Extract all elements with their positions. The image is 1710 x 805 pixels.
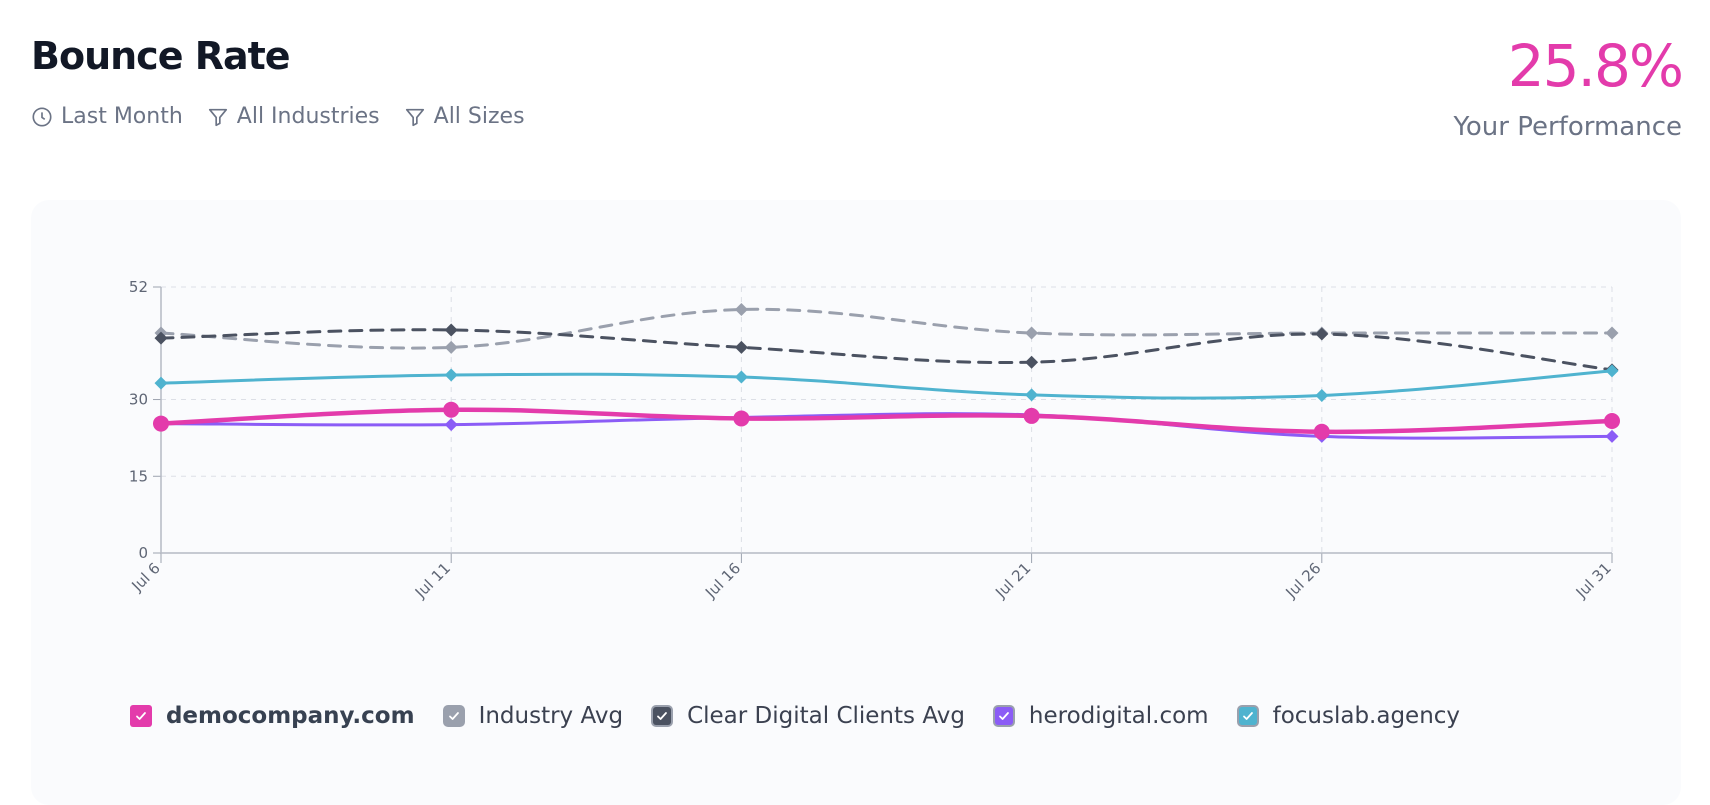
series-line-clear-digital-clients-avg [159,328,1614,372]
x-tick-label: Jul 31 [1572,559,1615,602]
chart-card [31,200,1681,805]
filter-label: All Industries [236,104,380,129]
data-point[interactable] [1025,355,1039,369]
filter-bar: Last Month All Industries All Sizes [31,104,525,129]
data-point[interactable] [444,418,458,432]
y-tick-label: 52 [129,278,148,296]
checkbox-icon[interactable] [651,705,674,727]
check-icon [653,707,672,725]
checkbox-icon[interactable] [1236,705,1259,727]
series-line-herodigital-com [159,412,1614,440]
data-point[interactable] [734,370,748,384]
data-point[interactable] [1315,388,1329,402]
performance-label: Your Performance [1453,112,1682,142]
series-line-industry-avg [159,307,1614,350]
legend-item[interactable]: Clear Digital Clients Avg [651,703,965,729]
legend-item[interactable]: democompany.com [129,703,415,729]
checkbox-icon[interactable] [442,705,465,727]
x-tick-label: Jul 26 [1282,559,1325,602]
series-line-democompany-com [158,407,1615,435]
legend-item[interactable]: Industry Avg [442,703,624,729]
data-point[interactable] [1025,388,1039,402]
page-title: Bounce Rate [31,34,291,78]
check-icon [129,705,152,727]
y-tick-label: 30 [129,391,148,409]
checkbox-icon[interactable] [129,705,152,727]
data-point[interactable] [154,376,168,390]
data-point[interactable] [1313,423,1330,440]
filter-industry[interactable]: All Industries [207,104,380,129]
filter-label: Last Month [61,104,183,129]
data-point[interactable] [1025,326,1039,340]
x-tick-label: Jul 21 [991,559,1034,602]
data-point[interactable] [154,331,168,345]
data-point[interactable] [443,401,460,418]
check-icon [444,707,463,725]
filter-label: All Sizes [433,104,525,129]
checkbox-icon[interactable] [992,705,1015,727]
check-icon [1238,707,1257,725]
line-chart: 0 15 30 52 Jul 6 Jul 11 Jul 16 Jul 21 Jul 26 Jul … [127,278,1620,602]
legend-item[interactable]: focuslab.agency [1236,703,1461,729]
clock-icon [32,106,52,127]
performance-value: 25.8% [1507,32,1684,100]
data-point[interactable] [1605,364,1619,378]
data-point[interactable] [444,323,458,337]
legend-label: Clear Digital Clients Avg [687,703,965,729]
data-point[interactable] [733,410,750,427]
data-point[interactable] [1605,326,1619,340]
x-tick-label: Jul 11 [411,559,454,602]
y-tick-label: 0 [138,544,148,562]
data-point[interactable] [1605,429,1619,443]
series-line-focuslab-agency [159,369,1614,400]
filter-icon [405,108,424,126]
legend-label: Industry Avg [478,703,624,729]
x-tick-label: Jul 16 [701,559,744,602]
legend-label: focuslab.agency [1272,703,1461,729]
data-point[interactable] [1315,327,1329,341]
data-point[interactable] [1604,413,1620,430]
y-tick-label: 15 [129,467,148,485]
data-point[interactable] [1023,407,1040,424]
legend-label: herodigital.com [1028,703,1209,729]
filter-time-range[interactable]: Last Month [31,104,183,129]
data-point[interactable] [444,340,458,354]
chart-legend: democompany.com Industry Avg Clear Digital… [0,703,1650,729]
data-point[interactable] [153,415,169,432]
filter-size[interactable]: All Sizes [404,104,525,129]
legend-label: democompany.com [165,703,415,729]
data-point[interactable] [734,340,748,354]
x-tick-label: Jul 6 [127,559,163,595]
data-point[interactable] [734,303,748,317]
legend-item[interactable]: herodigital.com [992,703,1209,729]
check-icon [994,707,1013,725]
filter-icon [208,108,227,126]
data-point[interactable] [444,368,458,382]
